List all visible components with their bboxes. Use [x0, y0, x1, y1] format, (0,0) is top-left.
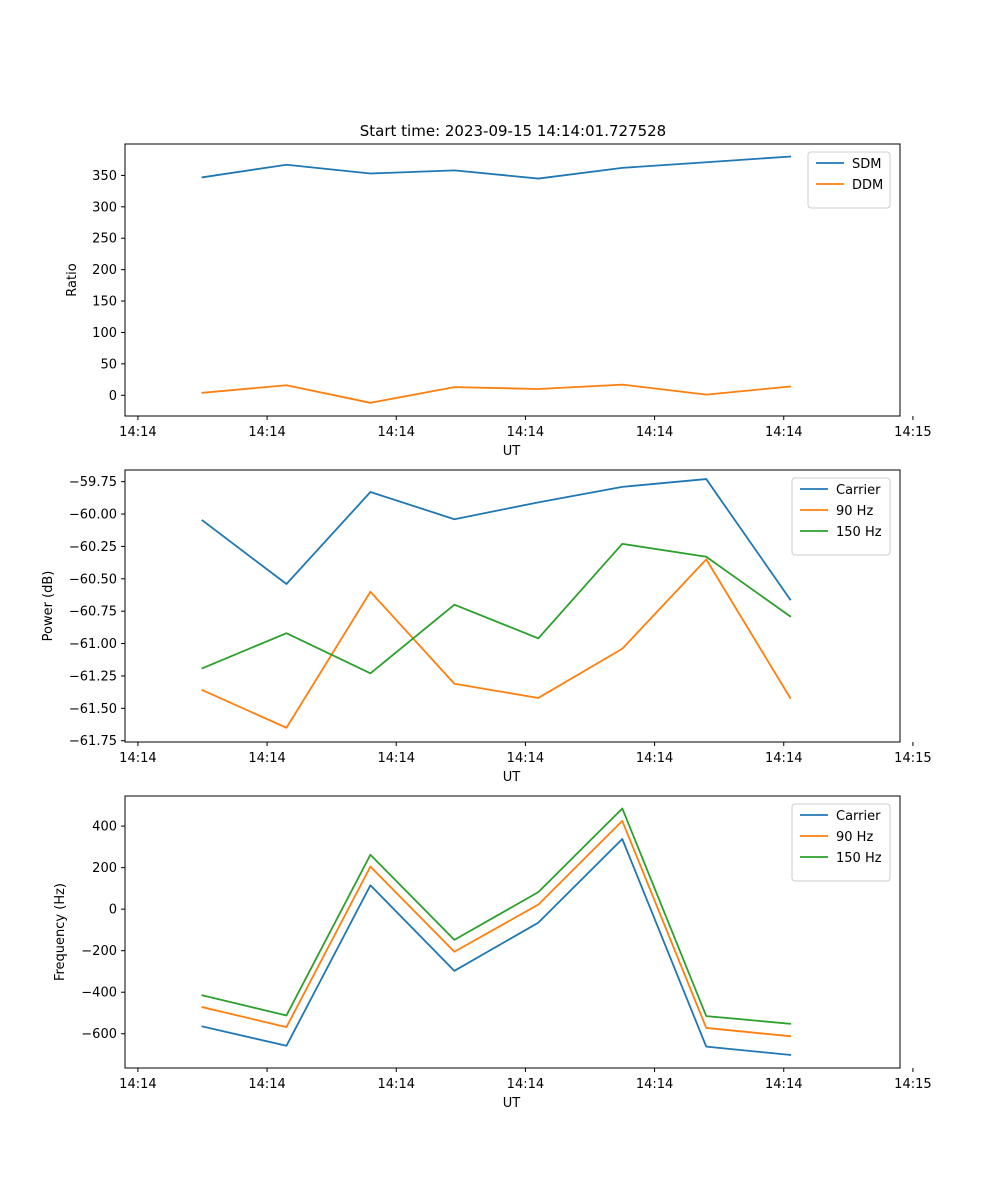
subplot-3: 14:14 14:14 14:14 14:14 14:14 14:14 14:15 −600 −…	[53, 795, 932, 1111]
legend: SDM DDM	[807, 151, 891, 209]
x-tick-label: 14:14	[248, 1077, 285, 1092]
x-tick-label: 14:15	[894, 425, 931, 440]
y-tick-label: −60.75	[69, 605, 117, 620]
x-tick-label: 14:14	[765, 425, 802, 440]
legend-box	[791, 477, 891, 556]
legend-box	[807, 151, 891, 209]
y-tick-label: 300	[92, 200, 117, 215]
y-tick-label: −600	[81, 1027, 117, 1042]
y-tick-label: −61.25	[69, 669, 117, 684]
y-tick-label: −60.50	[69, 572, 117, 587]
x-tick-label: 14:14	[119, 1077, 156, 1092]
legend: Carrier 90 Hz 150 Hz	[791, 803, 891, 882]
series-line-ddm	[201, 383, 792, 404]
y-tick-label: 0	[109, 903, 117, 918]
legend-label: 90 Hz	[836, 830, 873, 845]
axes-frame	[124, 143, 901, 417]
x-axis-label: UT	[503, 770, 521, 785]
x-tick-label: 14:14	[507, 751, 544, 766]
series-line-90-hz	[201, 558, 792, 729]
y-tick-label: −59.75	[69, 475, 117, 490]
y-tick-label: −61.75	[69, 734, 117, 749]
series-line-90-hz	[201, 820, 792, 1038]
y-tick-label: −61.00	[69, 637, 117, 652]
series-line-150-hz	[201, 542, 792, 675]
x-tick-label: 14:15	[894, 1077, 931, 1092]
legend-label: Carrier	[836, 483, 881, 498]
legend-label: SDM	[852, 157, 881, 172]
y-tick-label: 350	[92, 169, 117, 184]
y-tick-label: −60.25	[69, 540, 117, 555]
x-tick-label: 14:14	[248, 425, 285, 440]
axes-frame	[124, 469, 901, 743]
x-tick-label: 14:14	[765, 1077, 802, 1092]
y-tick-label: −61.50	[69, 702, 117, 717]
legend-label: 150 Hz	[836, 525, 882, 540]
y-tick-label: −400	[81, 986, 117, 1001]
y-tick-label: 100	[92, 326, 117, 341]
y-tick-label: −200	[81, 944, 117, 959]
series-line-carrier	[201, 478, 792, 601]
y-tick-label: 200	[92, 861, 117, 876]
legend-label: Carrier	[836, 809, 881, 824]
x-tick-label: 14:14	[378, 1077, 415, 1092]
x-tick-label: 14:14	[636, 1077, 673, 1092]
y-tick-label: 50	[100, 357, 117, 372]
y-tick-label: 150	[92, 295, 117, 310]
legend-box	[791, 803, 891, 882]
subplot-1: 14:14 14:14 14:14 14:14 14:14 14:14 14:15 0 50 10…	[65, 143, 932, 459]
legend-label: 90 Hz	[836, 504, 873, 519]
y-tick-label: 0	[109, 389, 117, 404]
x-tick-label: 14:14	[507, 1077, 544, 1092]
y-tick-label: 200	[92, 263, 117, 278]
legend: Carrier 90 Hz 150 Hz	[791, 477, 891, 556]
legend-label: DDM	[852, 178, 883, 193]
series-line-carrier	[201, 838, 792, 1056]
x-tick-label: 14:14	[119, 425, 156, 440]
legend-label: 150 Hz	[836, 851, 882, 866]
x-tick-label: 14:15	[894, 751, 931, 766]
y-tick-label: −60.00	[69, 508, 117, 523]
x-tick-label: 14:14	[636, 751, 673, 766]
x-axis-label: UT	[503, 444, 521, 459]
chart-title: Start time: 2023-09-15 14:14:01.727528	[360, 122, 666, 140]
x-tick-label: 14:14	[765, 751, 802, 766]
subplot-2: 14:14 14:14 14:14 14:14 14:14 14:14 14:15 −61.7…	[41, 469, 932, 785]
axes-frame	[124, 795, 901, 1069]
series-line-sdm	[201, 155, 792, 180]
charts-container: 14:14 14:14 14:14 14:14 14:14 14:14 14:15 0 50 10…	[41, 143, 932, 1111]
x-tick-label: 14:14	[507, 425, 544, 440]
x-tick-label: 14:14	[378, 751, 415, 766]
y-tick-label: 250	[92, 232, 117, 247]
series-line-150-hz	[201, 807, 792, 1025]
y-axis-label: Frequency (Hz)	[53, 883, 68, 981]
y-tick-label: 400	[92, 820, 117, 835]
x-tick-label: 14:14	[119, 751, 156, 766]
y-axis-label: Ratio	[65, 263, 80, 296]
x-tick-label: 14:14	[636, 425, 673, 440]
x-axis-label: UT	[503, 1096, 521, 1111]
x-tick-label: 14:14	[378, 425, 415, 440]
x-tick-label: 14:14	[248, 751, 285, 766]
y-axis-label: Power (dB)	[41, 571, 56, 642]
